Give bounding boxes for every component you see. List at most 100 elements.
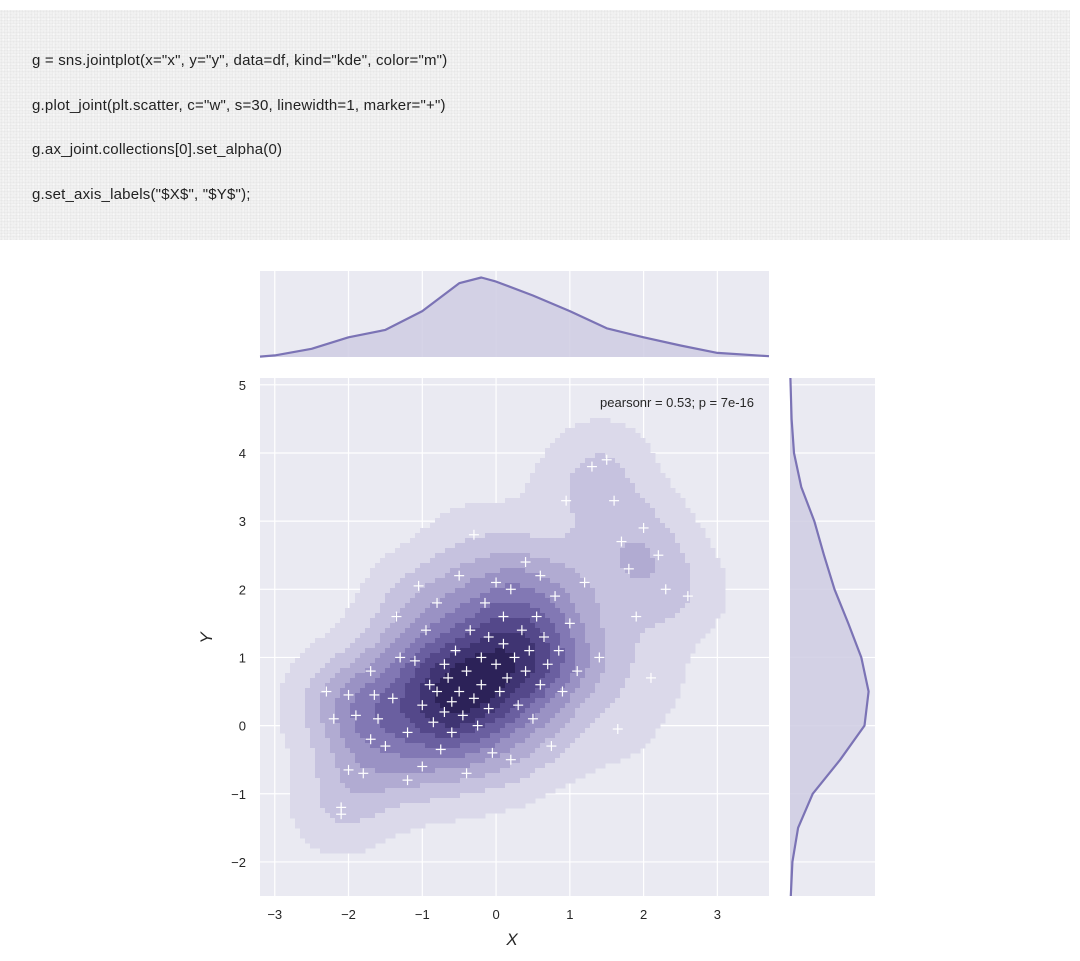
kde-contour-cell xyxy=(335,833,341,839)
kde-contour-cell xyxy=(515,688,521,694)
kde-contour-cell xyxy=(450,598,456,604)
kde-contour-cell xyxy=(520,763,526,769)
kde-contour-cell xyxy=(555,778,561,784)
kde-contour-cell xyxy=(610,688,616,694)
kde-contour-cell xyxy=(565,748,571,754)
scatter-point xyxy=(365,666,376,677)
kde-contour-cell xyxy=(410,588,416,594)
kde-contour-cell xyxy=(520,698,526,704)
kde-contour-cell xyxy=(350,828,356,834)
kde-contour-cell xyxy=(640,518,646,524)
kde-contour-cell xyxy=(625,558,631,564)
kde-contour-cell xyxy=(500,718,506,724)
kde-contour-cell xyxy=(435,708,441,714)
kde-contour-cell xyxy=(375,798,381,804)
kde-contour-cell xyxy=(385,563,391,569)
kde-contour-cell xyxy=(385,788,391,794)
kde-contour-cell xyxy=(300,788,306,794)
kde-contour-cell xyxy=(480,673,486,679)
kde-contour-cell xyxy=(635,653,641,659)
kde-contour-cell xyxy=(415,668,421,674)
kde-contour-cell xyxy=(575,758,581,764)
kde-contour-cell xyxy=(295,823,301,829)
kde-contour-cell xyxy=(595,533,601,539)
kde-contour-cell xyxy=(440,528,446,534)
kde-contour-cell xyxy=(510,598,516,604)
kde-contour-cell xyxy=(315,643,321,649)
kde-contour-cell xyxy=(675,608,681,614)
kde-contour-cell xyxy=(635,703,641,709)
kde-contour-cell xyxy=(650,513,656,519)
kde-contour-cell xyxy=(375,793,381,799)
kde-contour-cell xyxy=(430,813,436,819)
kde-contour-cell xyxy=(635,618,641,624)
kde-contour-cell xyxy=(555,693,561,699)
kde-contour-cell xyxy=(360,808,366,814)
kde-contour-cell xyxy=(515,733,521,739)
kde-contour-cell xyxy=(480,618,486,624)
kde-contour-cell xyxy=(570,588,576,594)
kde-contour-cell xyxy=(455,748,461,754)
kde-contour-cell xyxy=(555,473,561,479)
kde-contour-cell xyxy=(555,638,561,644)
kde-contour-cell xyxy=(450,753,456,759)
kde-contour-cell xyxy=(525,583,531,589)
kde-contour-cell xyxy=(370,793,376,799)
kde-contour-cell xyxy=(370,688,376,694)
kde-contour-cell xyxy=(505,543,511,549)
kde-contour-cell xyxy=(550,748,556,754)
kde-contour-cell xyxy=(540,533,546,539)
kde-contour-cell xyxy=(560,553,566,559)
kde-contour-cell xyxy=(385,623,391,629)
kde-contour-cell xyxy=(355,748,361,754)
kde-contour-cell xyxy=(650,698,656,704)
kde-contour-cell xyxy=(625,538,631,544)
kde-contour-cell xyxy=(360,588,366,594)
kde-contour-cell xyxy=(675,693,681,699)
kde-contour-cell xyxy=(620,468,626,474)
kde-contour-cell xyxy=(370,628,376,634)
kde-contour-cell xyxy=(415,773,421,779)
kde-contour-cell xyxy=(395,768,401,774)
kde-contour-cell xyxy=(330,628,336,634)
kde-contour-cell xyxy=(540,638,546,644)
kde-contour-cell xyxy=(380,733,386,739)
kde-contour-cell xyxy=(490,543,496,549)
kde-contour-cell xyxy=(525,753,531,759)
kde-contour-cell xyxy=(365,628,371,634)
kde-contour-cell xyxy=(420,638,426,644)
kde-contour-cell xyxy=(305,678,311,684)
kde-contour-cell xyxy=(445,788,451,794)
kde-contour-cell xyxy=(520,793,526,799)
kde-contour-cell xyxy=(675,603,681,609)
kde-contour-cell xyxy=(540,663,546,669)
kde-contour-cell xyxy=(305,693,311,699)
kde-contour-cell xyxy=(590,628,596,634)
kde-contour-cell xyxy=(325,768,331,774)
kde-contour-cell xyxy=(565,603,571,609)
kde-contour-cell xyxy=(345,703,351,709)
kde-contour-cell xyxy=(615,578,621,584)
kde-contour-cell xyxy=(390,833,396,839)
kde-contour-cell xyxy=(635,468,641,474)
kde-contour-cell xyxy=(300,768,306,774)
kde-contour-cell xyxy=(610,593,616,599)
kde-contour-cell xyxy=(475,793,481,799)
kde-contour-cell xyxy=(345,733,351,739)
kde-contour-cell xyxy=(675,563,681,569)
kde-contour-cell xyxy=(605,723,611,729)
kde-contour-cell xyxy=(370,683,376,689)
kde-contour-cell xyxy=(620,683,626,689)
kde-contour-cell xyxy=(505,798,511,804)
kde-contour-cell xyxy=(505,663,511,669)
kde-contour-cell xyxy=(635,488,641,494)
kde-contour-cell xyxy=(460,718,466,724)
kde-contour-cell xyxy=(585,728,591,734)
kde-contour-cell xyxy=(645,633,651,639)
kde-contour-cell xyxy=(555,523,561,529)
kde-contour-cell xyxy=(490,668,496,674)
kde-contour-cell xyxy=(485,543,491,549)
kde-contour-cell xyxy=(445,808,451,814)
kde-contour-cell xyxy=(545,763,551,769)
kde-contour-cell xyxy=(620,643,626,649)
